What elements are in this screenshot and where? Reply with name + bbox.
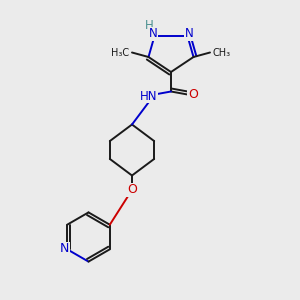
Text: N: N [59, 242, 69, 255]
Text: N: N [148, 27, 158, 40]
Text: CH₃: CH₃ [212, 47, 230, 58]
Text: N: N [184, 27, 194, 40]
Text: O: O [188, 88, 198, 101]
Text: HN: HN [140, 90, 157, 103]
Text: H₃C: H₃C [112, 47, 130, 58]
Text: H: H [145, 19, 154, 32]
Text: O: O [127, 183, 137, 196]
